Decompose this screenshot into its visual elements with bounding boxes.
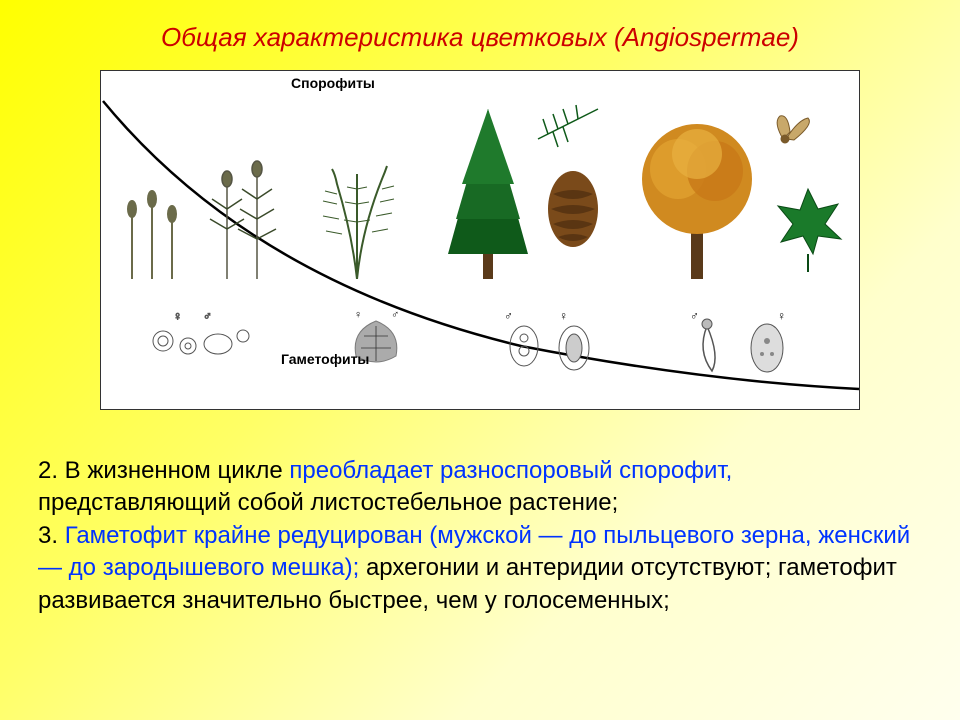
p2-highlight: преобладает разноспоровый спорофит,	[289, 457, 732, 484]
horsetail-icon	[202, 159, 287, 279]
moss-icon	[117, 184, 187, 279]
conifer-icon	[428, 99, 618, 279]
maple-icon	[633, 99, 843, 279]
svg-text:♀: ♀	[354, 309, 362, 321]
svg-text:♀: ♀	[777, 309, 786, 323]
p3-prefix: 3.	[38, 522, 65, 549]
sporophyte-row	[109, 89, 851, 279]
fern-icon	[302, 144, 412, 279]
svg-text:♀: ♀	[559, 309, 568, 323]
angio-gametophyte-icon: ♂ ♀	[682, 306, 812, 381]
svg-text:♂: ♂	[203, 309, 212, 323]
svg-text:♂: ♂	[690, 309, 699, 323]
svg-text:♂: ♂	[391, 309, 399, 321]
body-text: 2. В жизненном цикле преобладает разносп…	[38, 455, 922, 617]
slide-title: Общая характеристика цветковых (Angiospe…	[0, 22, 960, 53]
moss-gametophyte-icon: ♀ ♂	[148, 306, 258, 376]
svg-text:♂: ♂	[504, 309, 513, 323]
evolution-diagram: Спорофиты	[100, 70, 860, 410]
gametophyte-row: ♀ ♂ ♀ ♂ ♂ ♀ ♂ ♀	[109, 306, 851, 401]
conifer-gametophyte-icon: ♂ ♀	[494, 306, 604, 381]
p2-suffix: представляющий собой листостебельное рас…	[38, 489, 618, 516]
p2-prefix: 2. В жизненном цикле	[38, 457, 289, 484]
label-gametophytes: Гаметофиты	[281, 351, 369, 367]
svg-text:♀: ♀	[173, 309, 182, 323]
